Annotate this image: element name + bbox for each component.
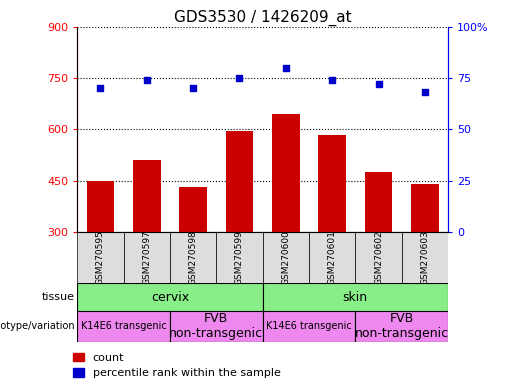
Bar <box>411 184 439 232</box>
Text: GSM270599: GSM270599 <box>235 230 244 285</box>
Bar <box>77 311 170 342</box>
Point <box>421 89 429 96</box>
Point <box>189 85 197 91</box>
Bar <box>87 180 114 232</box>
Bar <box>170 311 263 342</box>
Bar <box>365 172 392 232</box>
Text: genotype/variation: genotype/variation <box>0 321 75 331</box>
Text: GSM270595: GSM270595 <box>96 230 105 285</box>
Text: GSM270601: GSM270601 <box>328 230 337 285</box>
Bar <box>133 160 161 232</box>
Bar <box>77 283 263 311</box>
Point <box>328 77 336 83</box>
Bar <box>77 232 124 283</box>
Text: GSM270597: GSM270597 <box>142 230 151 285</box>
Title: GDS3530 / 1426209_at: GDS3530 / 1426209_at <box>174 9 351 25</box>
Bar <box>216 232 263 283</box>
Text: skin: skin <box>343 291 368 304</box>
Bar <box>272 114 300 232</box>
Bar <box>226 131 253 232</box>
Legend: count, percentile rank within the sample: count, percentile rank within the sample <box>73 353 280 379</box>
Text: K14E6 transgenic: K14E6 transgenic <box>266 321 352 331</box>
Bar <box>309 232 355 283</box>
Bar <box>355 232 402 283</box>
Text: FVB
non-transgenic: FVB non-transgenic <box>169 312 263 340</box>
Text: GSM270598: GSM270598 <box>188 230 198 285</box>
Text: K14E6 transgenic: K14E6 transgenic <box>81 321 166 331</box>
Point <box>282 65 290 71</box>
Bar <box>402 232 448 283</box>
Text: GSM270602: GSM270602 <box>374 230 383 285</box>
Point <box>143 77 151 83</box>
Text: GSM270600: GSM270600 <box>281 230 290 285</box>
Bar <box>170 232 216 283</box>
Text: tissue: tissue <box>42 292 75 302</box>
Bar <box>124 232 170 283</box>
Bar <box>263 232 309 283</box>
Point <box>235 75 244 81</box>
Text: cervix: cervix <box>151 291 189 304</box>
Bar <box>355 311 448 342</box>
Bar <box>318 134 346 232</box>
Point <box>96 85 105 91</box>
Text: FVB
non-transgenic: FVB non-transgenic <box>355 312 449 340</box>
Point <box>374 81 383 87</box>
Bar <box>179 187 207 232</box>
Bar <box>263 283 448 311</box>
Bar <box>263 311 355 342</box>
Text: GSM270603: GSM270603 <box>420 230 430 285</box>
